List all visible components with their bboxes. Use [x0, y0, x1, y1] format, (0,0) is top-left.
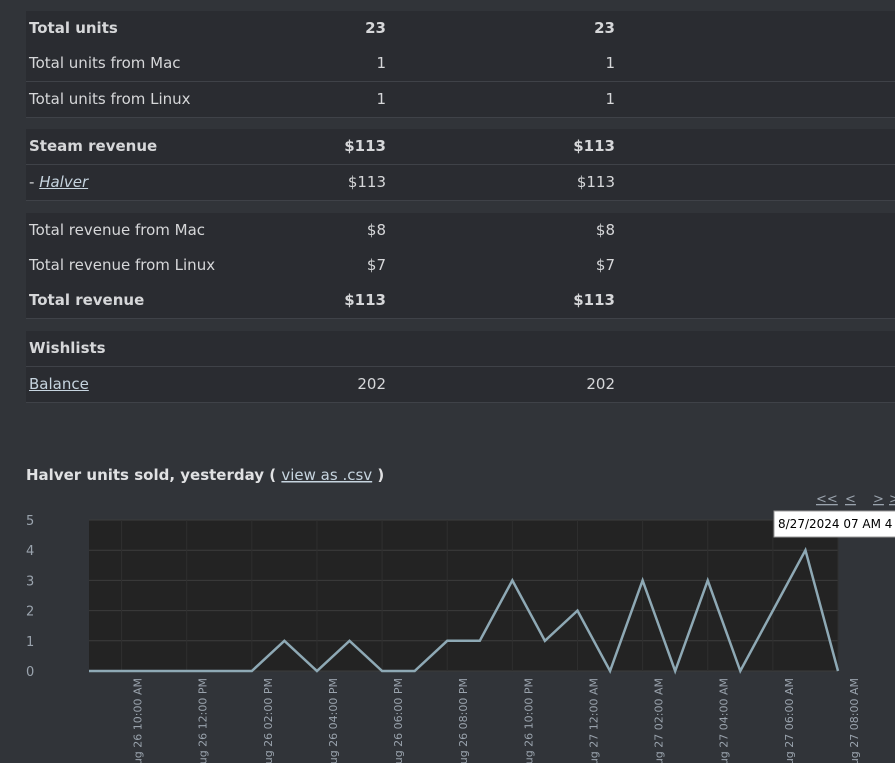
bracket: ): [377, 466, 384, 484]
y-tick-label: 2: [26, 605, 34, 620]
x-tick-label: Aug 26 10:00 AM: [132, 678, 145, 763]
row-label-text: Total revenue from Linux: [29, 256, 216, 274]
row-label-text: Total units from Mac: [29, 54, 181, 72]
row-label-text: Wishlists: [29, 339, 106, 357]
table-row: Total revenue from Linux $7 $7: [26, 248, 895, 284]
y-tick-label: 1: [26, 635, 34, 650]
y-tick-label: 5: [26, 514, 34, 529]
table-row: Total revenue $113 $113: [26, 283, 895, 319]
row-value: $7: [595, 256, 615, 274]
row-value: $113: [344, 137, 386, 155]
x-tick-label: Aug 26 02:00 PM: [262, 678, 275, 763]
row-value: 1: [605, 54, 615, 72]
pager-next[interactable]: >: [873, 492, 884, 507]
pager-first[interactable]: <<: [816, 492, 838, 507]
row-prefix: -: [29, 173, 35, 191]
bracket: (: [269, 466, 276, 484]
pager-last[interactable]: >>: [889, 492, 895, 507]
x-tick-label: Aug 27 06:00 AM: [783, 678, 796, 763]
row-label-text: Steam revenue: [29, 137, 158, 155]
row-label: Total revenue: [29, 283, 144, 318]
row-value: 202: [586, 375, 615, 393]
y-tick-label: 4: [26, 544, 34, 559]
row-link[interactable]: Halver: [39, 173, 89, 191]
table-row: Balance 202 202: [26, 367, 895, 403]
row-value: 202: [357, 375, 386, 393]
row-value: $113: [344, 291, 386, 309]
row-label: Wishlists: [29, 331, 106, 366]
table-row: Total revenue from Mac $8 $8: [26, 213, 895, 249]
x-tick-label: Aug 26 04:00 PM: [327, 678, 340, 763]
row-label: Total units from Linux: [29, 82, 191, 117]
row-value: $7: [366, 256, 386, 274]
table-row: Total units from Mac 1 1: [26, 46, 895, 82]
x-tick-label: Aug 27 04:00 AM: [718, 678, 731, 763]
x-tick-label: Aug 26 08:00 PM: [457, 678, 470, 763]
row-label: Total units: [29, 11, 118, 46]
table-row: Total units from Linux 1 1: [26, 82, 895, 118]
pager-prev[interactable]: <: [845, 492, 856, 507]
plot-area: [89, 520, 838, 671]
chart-title: Halver units sold, yesterday ( view as .…: [26, 466, 384, 484]
series-line: [89, 546, 840, 675]
row-value: $113: [347, 173, 386, 191]
row-label-text: Total revenue: [29, 291, 145, 309]
row-value: $113: [573, 137, 615, 155]
table-row: Steam revenue $113 $113: [26, 129, 895, 165]
csv-link[interactable]: view as .csv: [281, 466, 372, 484]
x-tick-label: Aug 27 02:00 AM: [653, 678, 666, 763]
row-value: 1: [376, 54, 386, 72]
row-link[interactable]: Balance: [29, 375, 89, 393]
row-value: 1: [605, 90, 615, 108]
row-value: 23: [365, 19, 386, 37]
row-value: 23: [594, 19, 615, 37]
row-label-text: Total units: [29, 19, 118, 37]
x-tick-label: Aug 27 12:00 AM: [587, 678, 600, 763]
row-value: $113: [576, 173, 615, 191]
row-value: $8: [366, 221, 386, 239]
x-tick-label: Aug 27 08:00 AM: [848, 678, 861, 763]
row-value: $8: [595, 221, 615, 239]
x-tick-label: Aug 26 10:00 PM: [522, 678, 535, 763]
row-value: 1: [376, 90, 386, 108]
row-label: Total units from Mac: [29, 46, 181, 81]
row-label: - Halver: [29, 165, 88, 200]
row-label-text: Total units from Linux: [29, 90, 191, 108]
y-tick-label: 3: [26, 574, 34, 589]
plot: 0 1 2 3 4 5 Aug 26 10:00 AM Aug 26 12:00 PM Aug …: [26, 514, 861, 763]
title-text: Halver units sold, yesterday: [26, 466, 264, 484]
x-tick-label: Aug 26 06:00 PM: [392, 678, 405, 763]
table-row: - Halver $113 $113: [26, 165, 895, 201]
tooltip: 8/27/2024 07 AM 4: [778, 517, 892, 531]
row-value: $113: [573, 291, 615, 309]
row-label: Total revenue from Mac: [29, 213, 205, 248]
y-tick-label: 0: [26, 665, 34, 680]
row-label-text: Total revenue from Mac: [29, 221, 206, 239]
row-label: Total revenue from Linux: [29, 248, 215, 283]
row-label: Steam revenue: [29, 129, 157, 164]
tooltip-box: [773, 510, 895, 538]
table-row: Wishlists: [26, 331, 895, 367]
row-label: Balance: [29, 367, 89, 402]
x-tick-label: Aug 26 12:00 PM: [197, 678, 210, 763]
